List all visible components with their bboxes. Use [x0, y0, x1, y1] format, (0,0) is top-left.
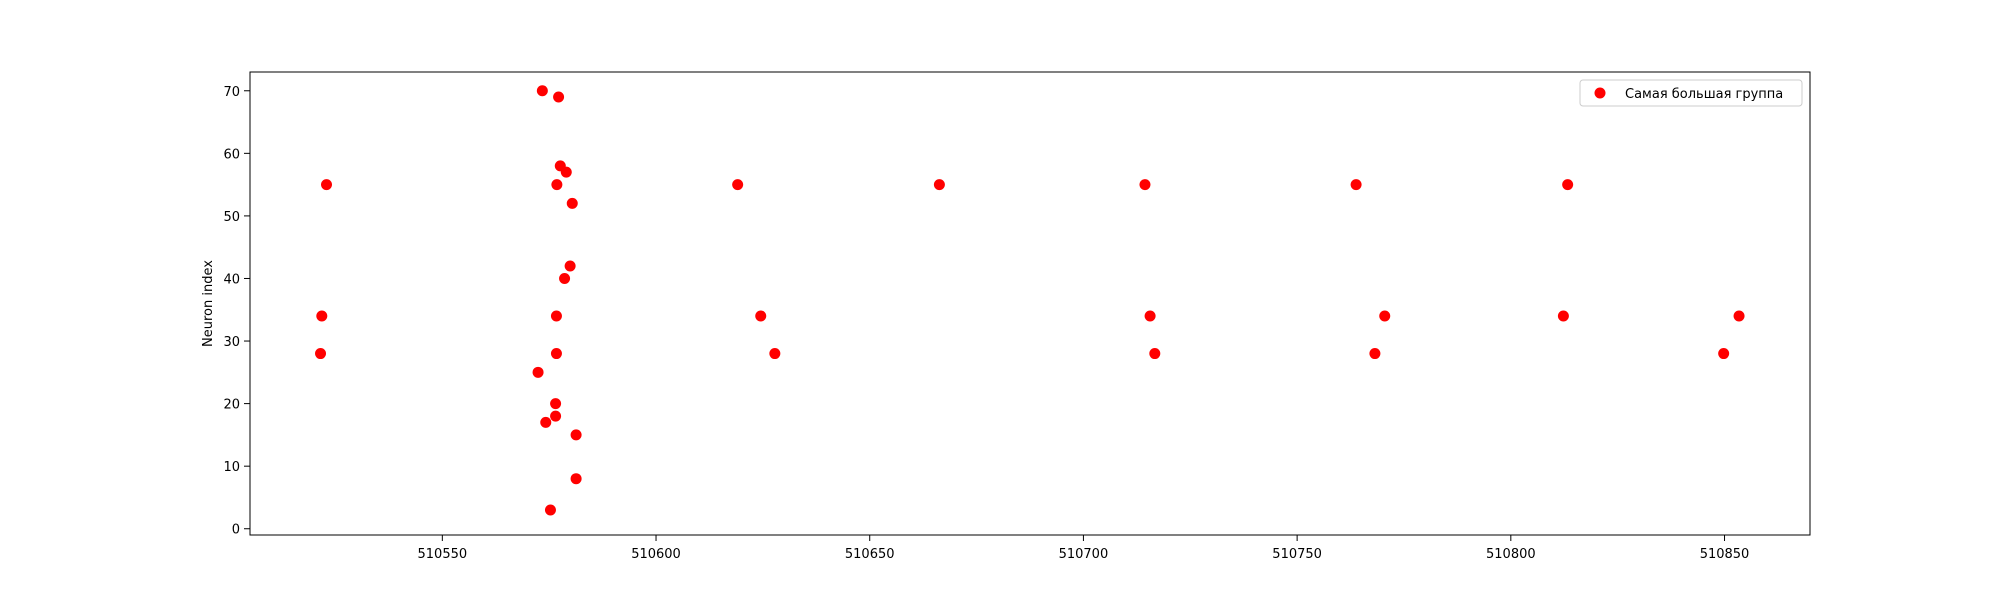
data-point	[566, 197, 578, 209]
legend-label: Самая большая группа	[1625, 87, 1783, 102]
x-tick-label: 510550	[418, 547, 468, 562]
data-point	[1144, 310, 1156, 322]
data-point	[544, 504, 556, 516]
y-axis-label: Neuron index	[201, 260, 216, 347]
data-point	[1718, 348, 1730, 360]
legend-box	[1579, 79, 1803, 107]
x-axis-ticks: 510550 510600 510650 510700 510750 510800 5108…	[418, 535, 1750, 562]
y-tick-label: 50	[223, 210, 240, 225]
y-tick-label: 70	[223, 85, 240, 100]
x-tick-label: 510650	[845, 547, 895, 562]
data-point	[1379, 310, 1391, 322]
x-tick-label: 510800	[1486, 547, 1536, 562]
data-point	[553, 91, 565, 103]
data-point	[315, 348, 327, 360]
y-tick-label: 0	[232, 523, 240, 538]
data-point	[321, 179, 333, 191]
data-point	[1369, 348, 1381, 360]
x-tick-label: 510700	[1059, 547, 1109, 562]
legend-marker	[1594, 87, 1606, 99]
data-point	[559, 272, 571, 284]
data-point	[1139, 179, 1151, 191]
data-point	[551, 179, 563, 191]
y-tick-label: 20	[223, 398, 240, 413]
data-point	[933, 179, 945, 191]
data-point	[769, 348, 781, 360]
data-point	[755, 310, 767, 322]
y-tick-label: 30	[223, 335, 240, 350]
data-point	[532, 366, 544, 378]
data-point	[1562, 179, 1574, 191]
legend: Самая большая группа	[1579, 79, 1803, 107]
plot-frame	[249, 71, 1811, 536]
plot-area	[249, 71, 1811, 536]
data-point	[550, 410, 562, 422]
data-point	[570, 473, 582, 485]
x-tick-label: 510750	[1272, 547, 1322, 562]
data-point	[570, 429, 582, 441]
data-point	[1733, 310, 1745, 322]
data-point	[550, 310, 562, 322]
data-point	[536, 85, 548, 97]
data-point	[1350, 179, 1362, 191]
data-point	[1149, 348, 1161, 360]
data-point	[564, 260, 576, 272]
data-point	[560, 166, 572, 178]
data-point	[1557, 310, 1569, 322]
data-point	[550, 398, 562, 410]
x-tick-label: 510600	[631, 547, 681, 562]
data-point	[540, 416, 552, 428]
data-point	[732, 179, 744, 191]
x-tick-label: 510850	[1700, 547, 1750, 562]
data-points	[315, 85, 1745, 516]
data-point	[316, 310, 328, 322]
y-tick-label: 40	[223, 272, 240, 287]
y-axis-ticks: 0 10 20 30 40 50 60 70	[223, 85, 250, 538]
data-point	[550, 348, 562, 360]
y-tick-label: 60	[223, 147, 240, 162]
y-tick-label: 10	[223, 460, 240, 475]
